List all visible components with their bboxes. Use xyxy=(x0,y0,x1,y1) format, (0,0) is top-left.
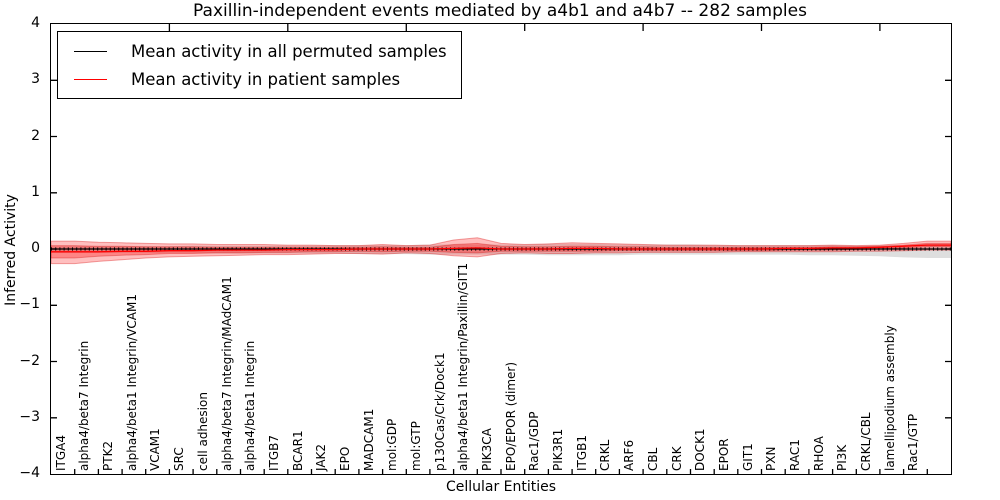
legend-label-permuted: Mean activity in all permuted samples xyxy=(131,41,447,61)
permuted-line-sample-icon xyxy=(74,50,107,52)
patient-line-sample-icon xyxy=(74,78,107,80)
legend: Mean activity in all permuted samples Me… xyxy=(57,31,462,99)
y-tick-label: 0 xyxy=(31,240,40,256)
y-tick-label: 4 xyxy=(31,15,40,31)
x-axis-label: Cellular Entities xyxy=(445,479,557,495)
patient-mean-line xyxy=(51,244,951,253)
y-tick-label: −4 xyxy=(19,465,40,481)
chart-title: Paxillin-independent events mediated by … xyxy=(193,1,807,21)
y-tick-label: 2 xyxy=(31,127,40,144)
y-tick-label: 1 xyxy=(31,183,40,200)
plot-canvas xyxy=(51,24,951,474)
legend-row-permuted: Mean activity in all permuted samples xyxy=(74,37,447,65)
patient-band-outer xyxy=(51,237,951,265)
y-tick-label: −2 xyxy=(19,352,40,369)
legend-row-patient: Mean activity in patient samples xyxy=(74,65,447,93)
y-tick-label: −3 xyxy=(19,408,40,425)
plot-area: ITGA4 alpha4/beta7 Integrin PTK2 alpha4/bet… xyxy=(50,23,952,475)
patient-band-inner xyxy=(51,242,951,259)
permuted-band xyxy=(51,243,951,258)
y-tick-label: −1 xyxy=(19,296,40,313)
legend-label-patient: Mean activity in patient samples xyxy=(131,69,401,89)
y-tick-labels: 4 3 2 1 0 −1 −2 −3 −4 xyxy=(0,15,46,481)
y-tick-label: 3 xyxy=(31,71,40,88)
axis-ticks xyxy=(51,24,951,474)
